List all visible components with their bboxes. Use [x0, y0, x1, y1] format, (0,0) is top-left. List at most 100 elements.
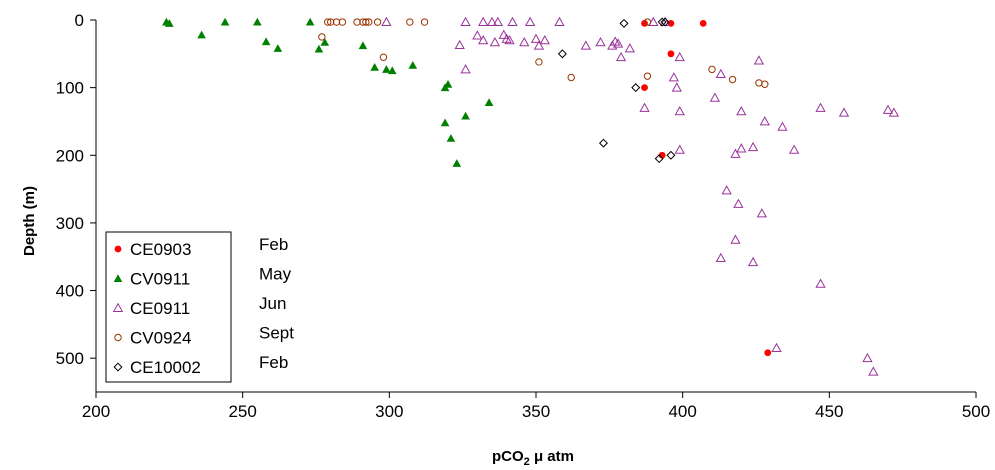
data-point — [460, 16, 471, 26]
data-point — [598, 138, 608, 148]
data-point — [580, 40, 592, 50]
data-point — [747, 256, 759, 267]
series-ce0911 — [381, 16, 900, 376]
data-point — [373, 18, 382, 26]
data-point — [478, 16, 489, 26]
data-point — [615, 51, 627, 62]
x-tick-label: 500 — [962, 402, 990, 421]
data-point — [460, 64, 471, 74]
data-point — [643, 72, 652, 80]
data-point — [253, 17, 262, 26]
data-point — [554, 16, 565, 26]
data-point — [478, 34, 489, 45]
data-point — [498, 29, 509, 39]
data-point — [443, 79, 453, 88]
data-point — [539, 34, 550, 45]
data-point — [666, 150, 676, 160]
data-point — [332, 18, 341, 26]
data-point — [699, 19, 707, 27]
data-point — [358, 41, 368, 50]
data-point — [761, 80, 769, 88]
data-point — [452, 159, 462, 167]
y-axis-title: Depth (m) — [21, 186, 38, 256]
data-point — [730, 234, 741, 244]
legend-label: CE10002 — [130, 358, 201, 377]
data-point — [305, 17, 315, 26]
legend-month: Feb — [259, 353, 288, 372]
data-point — [524, 16, 536, 26]
data-point — [730, 148, 741, 158]
data-point — [261, 37, 271, 46]
data-point — [382, 65, 391, 73]
data-point — [667, 50, 675, 58]
y-tick-label: 400 — [56, 282, 84, 301]
legend-month: Jun — [259, 294, 286, 313]
data-point — [362, 18, 370, 26]
data-point — [777, 121, 788, 131]
data-point — [764, 349, 772, 357]
data-point — [619, 18, 629, 28]
data-point — [365, 18, 373, 26]
data-point — [641, 84, 648, 92]
data-point — [668, 72, 680, 82]
data-point — [671, 82, 682, 92]
legend-marker — [112, 302, 124, 312]
x-tick-label: 450 — [815, 402, 843, 421]
series-cv0924 — [318, 18, 769, 88]
data-point — [472, 30, 483, 40]
data-point — [324, 18, 332, 26]
legend: CE0903 Feb CV0911 May CE0911 Jun CV0924 Sept CE1… — [105, 231, 294, 383]
data-point — [674, 144, 685, 154]
data-point — [370, 63, 379, 71]
data-point — [658, 151, 666, 159]
x-axis-title-subscript: 2 — [524, 456, 530, 468]
data-point — [612, 38, 624, 48]
data-point — [755, 79, 763, 87]
data-point — [756, 208, 768, 218]
data-point — [519, 36, 530, 47]
legend-box — [105, 231, 232, 383]
data-point — [709, 92, 721, 102]
data-point — [454, 39, 465, 49]
legend-marker — [113, 274, 123, 282]
data-point — [674, 105, 685, 116]
data-point — [379, 53, 388, 61]
data-point — [406, 18, 414, 26]
legend-label: CV0911 — [130, 270, 190, 289]
y-tick-label: 100 — [56, 79, 84, 98]
data-point — [868, 366, 879, 376]
data-point — [314, 44, 324, 53]
data-point — [492, 16, 504, 26]
legend-marker — [114, 333, 122, 342]
series-ce10002 — [557, 17, 676, 164]
data-point — [353, 18, 361, 26]
legend-label: CE0911 — [130, 299, 190, 318]
data-point — [721, 185, 732, 195]
data-point — [736, 105, 747, 116]
data-point — [484, 98, 494, 106]
data-point — [165, 19, 174, 27]
data-point — [660, 17, 670, 27]
axes: 200 250 300 350 400 450 500 0 100 200 300 400 500 — [56, 11, 991, 421]
data-point — [624, 43, 636, 53]
data-point — [486, 16, 498, 26]
data-point — [715, 68, 726, 79]
data-point — [318, 33, 326, 41]
legend-month: Sept — [259, 324, 294, 343]
x-axis-title: pCO2 μ atm — [492, 448, 574, 468]
data-point — [643, 18, 652, 26]
y-tick-label: 200 — [56, 146, 84, 165]
data-point — [753, 55, 765, 65]
data-point — [381, 16, 392, 26]
data-point — [440, 118, 450, 127]
y-tick-label: 300 — [56, 214, 84, 233]
legend-month: Feb — [259, 235, 288, 254]
data-point — [759, 116, 770, 126]
data-point — [674, 51, 685, 62]
y-tick-label: 500 — [56, 349, 84, 368]
x-axis-title-unit: μ atm — [530, 448, 574, 465]
legend-label: CE0903 — [130, 240, 191, 259]
y-tick-label: 0 — [75, 11, 84, 30]
x-tick-label: 350 — [522, 402, 550, 421]
legend-marker — [114, 245, 122, 253]
